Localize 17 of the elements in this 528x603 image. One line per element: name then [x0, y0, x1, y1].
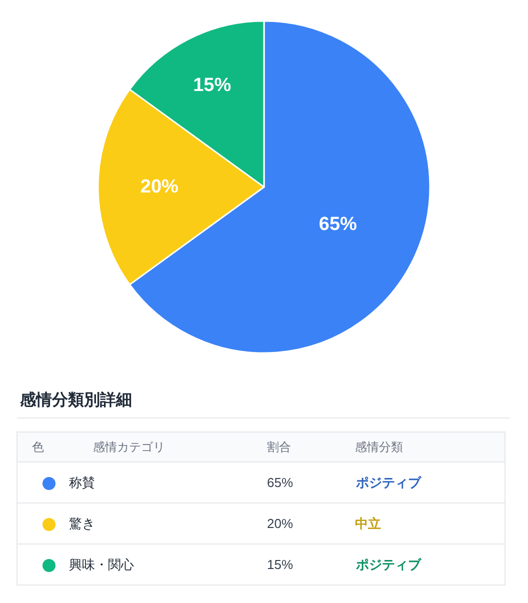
text: 感情分類 — [355, 440, 403, 454]
legend-label: 驚き — [69, 516, 95, 531]
legend-label: 興味・関心 — [69, 556, 134, 572]
data-label: 65% — [318, 214, 358, 236]
data-label: 15% — [193, 74, 232, 96]
legend-label: 称賛 — [69, 474, 95, 490]
text: 感情分類別詳細 — [19, 391, 132, 409]
text: 中立 — [355, 516, 381, 531]
text: ポジティブ — [355, 475, 422, 490]
text: 感情カテゴリ — [93, 440, 165, 454]
text: 割合 — [267, 440, 291, 454]
text: 65% — [267, 475, 294, 490]
text: ポジティブ — [355, 557, 422, 572]
text: 15% — [267, 557, 294, 572]
text: 20% — [267, 516, 294, 531]
text: 色 — [32, 440, 44, 454]
data-label: 20% — [140, 176, 179, 198]
